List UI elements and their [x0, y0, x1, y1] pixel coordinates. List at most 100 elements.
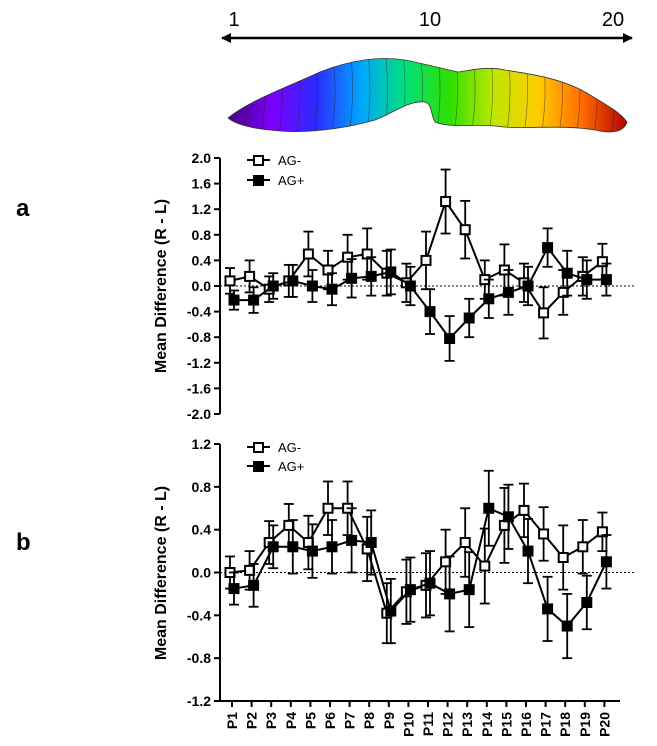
panel-a-data-point — [424, 306, 436, 318]
panel-b-xtick-label: P4 — [283, 712, 299, 729]
panel-b-xtick-label: P7 — [342, 712, 358, 729]
panel-a-ytick-label: 1.6 — [192, 176, 212, 192]
panel-a-data-point — [326, 283, 338, 295]
panel-b-data-point — [522, 545, 534, 557]
panel-b-ylabel: Mean Difference (R - L) — [153, 486, 170, 660]
panel-b-data-point — [479, 560, 491, 572]
panel-a-data-point — [244, 270, 256, 282]
panel-b-data-point — [444, 588, 456, 600]
panel-b-data-point — [346, 534, 358, 546]
panel-a-data-point — [538, 307, 550, 319]
panel-b-xtick-label: P9 — [381, 712, 397, 729]
panel-a-ytick-label: -1.6 — [187, 380, 211, 396]
panel-a-series-ag-plus — [228, 227, 612, 362]
panel-b-xtick-label: P15 — [498, 712, 514, 737]
panel-b-data-point — [267, 541, 279, 553]
panel-b-ytick-label: -0.8 — [187, 650, 211, 666]
panel-b-ytick-label: 0.0 — [192, 565, 212, 581]
panel-b-legend: AG- AG+ — [247, 440, 304, 474]
panel-a-ytick-label: 2.0 — [192, 150, 212, 166]
panel-a-data-point — [385, 266, 397, 278]
panel-a-data-point — [306, 280, 318, 292]
panel-a-data-point — [596, 256, 608, 268]
panel-a-legend-filled-square — [253, 175, 264, 186]
panel-a-data-point — [302, 248, 314, 260]
panel-b-yticks: 1.2 0.8 0.4 0.0 -0.4 -0.8 -1.2 — [187, 436, 220, 709]
panel-a-data-point — [420, 254, 432, 266]
panel-b-ytick-label: 0.4 — [192, 522, 212, 538]
panel-a-data-point — [581, 274, 593, 286]
panel-b-xtick-label: P5 — [302, 712, 318, 729]
panel-a-ylabel: Mean Difference (R - L) — [153, 199, 170, 373]
panel-a-yticks: 2.0 1.6 1.2 0.8 0.4 0.0 -0.4 -0.8 -1.2 -1.6 -2.0 — [187, 150, 220, 422]
panel-a-data-point — [346, 272, 358, 284]
panel-b-xtick-label: P14 — [479, 712, 495, 737]
panel-a-data-point — [267, 280, 279, 292]
panel-b-data-point — [287, 541, 299, 553]
panel-b-xtick-label: P10 — [400, 712, 416, 737]
panel-b-data-point — [542, 603, 554, 615]
panel-a-data-point — [440, 196, 452, 208]
panel-b-data-point — [581, 596, 593, 608]
panel-a-data-point — [459, 224, 471, 236]
panel-a-ytick-label: -0.8 — [187, 329, 211, 345]
panel-a-data-point — [361, 248, 373, 260]
panel-b-data-point — [600, 556, 612, 568]
panel-a-data-point — [365, 270, 377, 282]
panel-a-ytick-label: -1.2 — [187, 355, 211, 371]
panel-a-data-point — [224, 275, 236, 287]
panel-a-ytick-label: 1.2 — [192, 201, 212, 217]
panel-b-xtick-label: P2 — [244, 712, 260, 729]
panel-b-data-point — [483, 502, 495, 514]
panel-a-data-point — [561, 267, 573, 279]
panel-b-xtick-label: P16 — [518, 712, 534, 737]
position-label-end: 20 — [602, 9, 624, 31]
panel-a-chart: Mean Difference (R - L) 2.0 1.6 1.2 0.8 0.4 0… — [153, 150, 636, 422]
panel-b-series — [224, 469, 612, 660]
panel-a-ytick-label: -2.0 — [187, 406, 211, 422]
panel-a-data-point — [463, 312, 475, 324]
panel-a-data-point — [600, 274, 612, 286]
panel-b-data-point — [596, 526, 608, 538]
panel-a-ytick-label: 0.0 — [192, 278, 212, 294]
panel-b-data-point — [577, 541, 589, 553]
panel-b-xtick-label: P6 — [322, 712, 338, 729]
panel-a-legend-open-square — [253, 155, 264, 166]
panel-a-series-line — [234, 245, 607, 341]
panel-a-series-ag-minus — [224, 168, 608, 340]
panel-b-xtick-label: P12 — [440, 712, 456, 737]
panel-label-b: b — [16, 529, 31, 556]
panel-a-data-point — [248, 294, 260, 306]
panel-b-data-point — [326, 541, 338, 553]
panel-b-series-ag-plus — [228, 469, 612, 660]
panel-b-data-point — [518, 504, 530, 516]
position-label-mid: 10 — [419, 9, 441, 31]
panel-b-series-ag-minus — [224, 480, 608, 645]
panel-a-legend-label-1: AG+ — [278, 173, 304, 188]
panel-b-data-point — [557, 552, 569, 564]
panel-b-legend-open-square — [253, 442, 264, 453]
position-scale: 1 10 20 — [221, 9, 633, 43]
panel-b-xtick-label: P18 — [557, 712, 573, 737]
panel-b-chart: Mean Difference (R - L) 1.2 0.8 0.4 0.0 -0.4… — [153, 436, 636, 737]
panel-b-ytick-label: 0.8 — [192, 479, 212, 495]
panel-a-data-point — [483, 293, 495, 305]
panel-b-ytick-label: -0.4 — [187, 607, 211, 623]
structure-outline — [227, 58, 628, 133]
panel-b-data-point — [424, 577, 436, 589]
panel-b-xtick-label: P19 — [577, 712, 593, 737]
panel-b-data-point — [459, 537, 471, 549]
panel-b-xtick-label: P8 — [361, 712, 377, 729]
panel-b-xtick-label: P20 — [596, 712, 612, 737]
panel-a-data-point — [542, 242, 554, 254]
panel-b-data-point — [322, 502, 334, 514]
panel-b-data-point — [228, 583, 240, 595]
panel-b-data-point — [561, 620, 573, 632]
structure-shape — [227, 58, 628, 133]
panel-b-data-point — [404, 584, 416, 596]
panel-a-legend: AG- AG+ — [247, 153, 304, 188]
panel-b-xtick-label: P11 — [420, 712, 436, 736]
panel-a-data-point — [502, 286, 514, 298]
panel-b-data-point — [306, 545, 318, 557]
panel-b-xticks: P1 P2 P3 P4 P5 P6 P7 P8 P9 P10 P11 P12 P13 P14 P15 P16 P… — [224, 701, 612, 737]
